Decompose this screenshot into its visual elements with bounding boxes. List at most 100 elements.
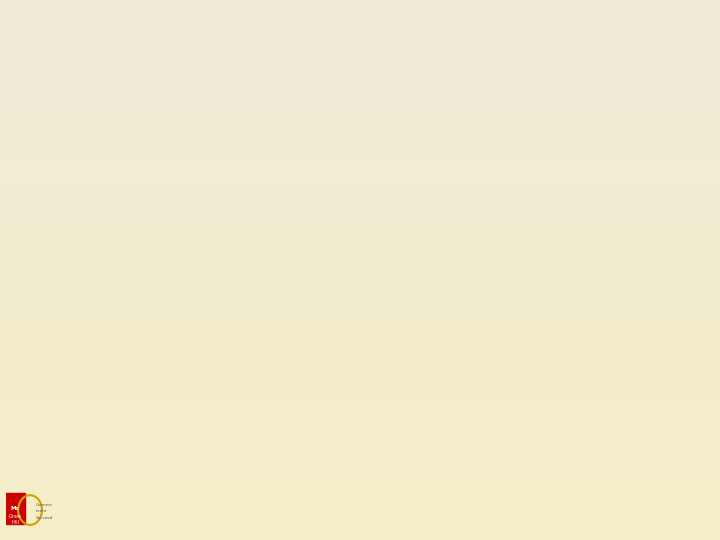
Bar — [394, 0, 396, 26]
Bar — [425, 0, 427, 26]
Bar — [0, 459, 720, 464]
Bar — [420, 0, 423, 26]
Bar — [655, 0, 657, 26]
Text: Class 3—Potassium Channel Blockers: Class 3—Potassium Channel Blockers — [13, 64, 531, 92]
Bar — [667, 0, 670, 26]
Bar — [675, 0, 677, 26]
Bar — [0, 518, 720, 524]
Bar — [542, 0, 545, 26]
Bar — [0, 481, 720, 486]
Bar — [648, 0, 650, 26]
Bar — [305, 0, 307, 26]
Bar — [240, 0, 243, 26]
Bar — [259, 0, 261, 26]
Bar — [490, 0, 492, 26]
Bar — [250, 0, 252, 26]
Bar — [197, 0, 199, 26]
Bar — [202, 0, 204, 26]
Bar — [74, 0, 77, 26]
Bar — [77, 0, 79, 26]
Bar — [38, 0, 41, 26]
Bar — [243, 0, 245, 26]
Bar — [295, 0, 297, 26]
Bar — [492, 0, 495, 26]
Bar — [0, 367, 720, 373]
Bar — [142, 0, 144, 26]
Text: – Amiodarone: – Amiodarone — [68, 307, 192, 325]
Text: Block potassium during repolarization: Block potassium during repolarization — [52, 139, 500, 163]
Bar — [0, 0, 2, 26]
Bar — [341, 0, 343, 26]
Bar — [423, 0, 425, 26]
Bar — [391, 0, 394, 26]
Text: © 2012 The McGraw-Hill Companies, Inc. All rights reserved.: © 2012 The McGraw-Hill Companies, Inc. A… — [516, 528, 707, 534]
Bar — [12, 0, 14, 26]
Text: Succeed: Succeed — [35, 516, 53, 520]
Bar — [86, 0, 89, 26]
Bar — [389, 0, 391, 26]
Bar — [0, 43, 720, 49]
Bar — [626, 0, 629, 26]
Bar — [351, 0, 353, 26]
Bar — [403, 0, 405, 26]
Bar — [0, 119, 720, 124]
Bar — [279, 0, 281, 26]
Bar — [36, 0, 38, 26]
Bar — [235, 0, 238, 26]
Bar — [58, 0, 60, 26]
Bar — [0, 232, 720, 238]
Bar — [0, 194, 720, 200]
Bar — [127, 0, 130, 26]
Text: – Dofetilide: – Dofetilide — [68, 380, 170, 398]
Bar — [254, 0, 257, 26]
Bar — [449, 0, 451, 26]
Bar — [238, 0, 240, 26]
Bar — [617, 0, 619, 26]
Bar — [540, 0, 542, 26]
Bar — [0, 254, 720, 259]
Bar — [398, 0, 401, 26]
Bar — [60, 0, 63, 26]
Bar — [245, 0, 247, 26]
Bar — [533, 0, 535, 26]
Bar — [223, 0, 225, 26]
Bar — [106, 0, 108, 26]
Bar — [146, 0, 149, 26]
Bar — [585, 0, 588, 26]
Bar — [266, 0, 269, 26]
Bar — [0, 205, 720, 211]
Bar — [99, 0, 101, 26]
Bar — [0, 221, 720, 227]
Bar — [466, 0, 468, 26]
Bar — [0, 151, 720, 157]
Bar — [48, 0, 50, 26]
Bar — [590, 0, 593, 26]
Bar — [0, 529, 720, 535]
Bar — [214, 0, 216, 26]
Bar — [598, 0, 600, 26]
Bar — [621, 0, 624, 26]
Bar — [0, 470, 720, 475]
Bar — [444, 0, 446, 26]
Bar — [0, 416, 720, 421]
Bar — [338, 0, 341, 26]
Bar — [441, 0, 444, 26]
Bar — [631, 0, 634, 26]
Bar — [684, 0, 686, 26]
Bar — [72, 0, 74, 26]
Bar — [94, 0, 96, 26]
Bar — [451, 0, 454, 26]
Bar — [0, 227, 720, 232]
Bar — [333, 0, 336, 26]
Bar — [715, 0, 718, 26]
Bar — [274, 0, 276, 26]
Bar — [209, 0, 211, 26]
Bar — [485, 0, 487, 26]
Bar — [27, 0, 29, 26]
Bar — [706, 0, 708, 26]
Bar — [45, 0, 48, 26]
Text: Prolong refractory period and
decrease frequency of arrhythmias: Prolong refractory period and decrease f… — [52, 178, 466, 233]
Text: •: • — [23, 139, 37, 163]
Bar — [149, 0, 151, 26]
Bar — [31, 0, 34, 26]
